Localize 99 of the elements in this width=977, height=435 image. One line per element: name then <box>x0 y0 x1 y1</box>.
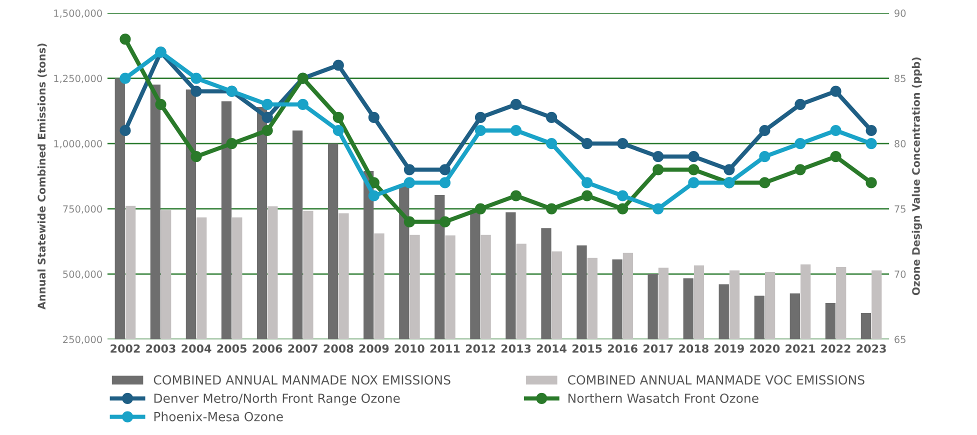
point <box>120 124 131 136</box>
x-tick-label: 2010 <box>394 344 424 353</box>
point <box>652 164 664 176</box>
x-tick-label: 2009 <box>359 344 389 353</box>
x-tick-label: 2013 <box>501 344 531 353</box>
point <box>582 177 593 188</box>
point <box>332 60 344 71</box>
point <box>582 138 593 150</box>
point <box>652 203 664 214</box>
x-tick-label: 2016 <box>608 344 638 353</box>
y2-tick-label: 65 <box>894 336 906 344</box>
point <box>794 98 806 110</box>
point <box>724 164 735 176</box>
point <box>794 164 806 176</box>
x-tick-label: 2014 <box>536 344 567 353</box>
x-tick-label: 2017 <box>644 344 673 353</box>
point <box>368 177 380 188</box>
point <box>120 34 131 45</box>
point <box>404 177 416 188</box>
point <box>617 190 628 202</box>
point <box>582 190 593 202</box>
y2-tick-label: 70 <box>894 270 906 278</box>
x-tick-label: 2008 <box>324 344 354 353</box>
x-tick-label: 2004 <box>182 344 212 353</box>
x-tick-label: 2002 <box>110 344 140 353</box>
point <box>297 98 308 110</box>
point <box>404 164 416 176</box>
y-axis-title: Annual Statewide Combined Emissions (tons) <box>37 44 47 310</box>
point <box>830 86 842 97</box>
legend-label: COMBINED ANNUAL MANMADE NOX EMISSIONS <box>154 375 450 385</box>
y2-tick-label: 80 <box>894 140 906 148</box>
y-tick-label: 250,000 <box>63 336 102 344</box>
point <box>688 164 700 176</box>
point <box>439 216 451 228</box>
point <box>332 112 344 124</box>
point <box>830 124 842 136</box>
point <box>155 98 166 110</box>
point <box>546 138 558 150</box>
point <box>688 151 700 162</box>
y-tick-label: 1,250,000 <box>54 74 102 84</box>
y2-tick-label: 75 <box>894 205 906 213</box>
point <box>190 151 202 162</box>
point <box>190 86 202 97</box>
x-tick-label: 2005 <box>217 344 246 353</box>
x-tick-label: 2018 <box>679 344 708 353</box>
point <box>404 216 416 228</box>
y2-axis-title: Ozone Design Value Concentration (ppb) <box>912 58 922 296</box>
point <box>474 124 486 136</box>
point <box>866 124 877 136</box>
point <box>439 164 451 176</box>
point <box>226 138 238 150</box>
point <box>510 124 522 136</box>
x-tick-label: 2012 <box>466 344 496 353</box>
point <box>866 177 877 188</box>
point <box>866 138 877 150</box>
x-tick-label: 2006 <box>252 344 282 353</box>
point <box>794 138 806 150</box>
point <box>368 190 380 202</box>
point <box>546 203 558 214</box>
point <box>759 124 770 136</box>
legend-label: Phoenix-Mesa Ozone <box>154 412 283 422</box>
x-tick-label: 2023 <box>856 344 886 353</box>
point <box>688 177 700 188</box>
point <box>510 98 522 110</box>
y2-tick-label: 85 <box>894 74 906 82</box>
point <box>439 177 451 188</box>
point <box>652 151 664 162</box>
y-tick-label: 1,000,000 <box>54 140 102 148</box>
point <box>759 177 770 188</box>
point <box>617 138 628 150</box>
x-tick-label: 2015 <box>572 344 602 353</box>
point <box>759 151 770 162</box>
x-tick-label: 2011 <box>430 344 460 353</box>
point <box>190 72 202 84</box>
point <box>474 203 486 214</box>
y-tick-label: 750,000 <box>63 205 102 214</box>
point <box>830 151 842 162</box>
point <box>510 190 522 202</box>
point <box>262 112 273 124</box>
x-tick-label: 2003 <box>146 344 176 353</box>
point <box>262 124 273 136</box>
x-tick-label: 2007 <box>288 344 318 353</box>
x-tick-label: 2022 <box>821 344 850 353</box>
point <box>332 124 344 136</box>
legend-label: Denver Metro/North Front Range Ozone <box>154 393 400 406</box>
point <box>474 112 486 124</box>
y-tick-label: 500,000 <box>63 270 102 279</box>
point <box>120 72 131 84</box>
x-tick-label: 2019 <box>714 344 744 353</box>
legend-label: Northern Wasatch Front Ozone <box>568 393 758 403</box>
y-tick-label: 1,500,000 <box>54 10 102 18</box>
x-tick-label: 2021 <box>786 344 815 353</box>
point <box>368 112 380 124</box>
x-tick-label: 2020 <box>750 344 780 353</box>
legend-label: COMBINED ANNUAL MANMADE VOC EMISSIONS <box>568 375 864 385</box>
point <box>546 112 558 124</box>
y2-tick-label: 90 <box>894 10 906 17</box>
point <box>262 98 273 110</box>
point <box>617 203 628 214</box>
